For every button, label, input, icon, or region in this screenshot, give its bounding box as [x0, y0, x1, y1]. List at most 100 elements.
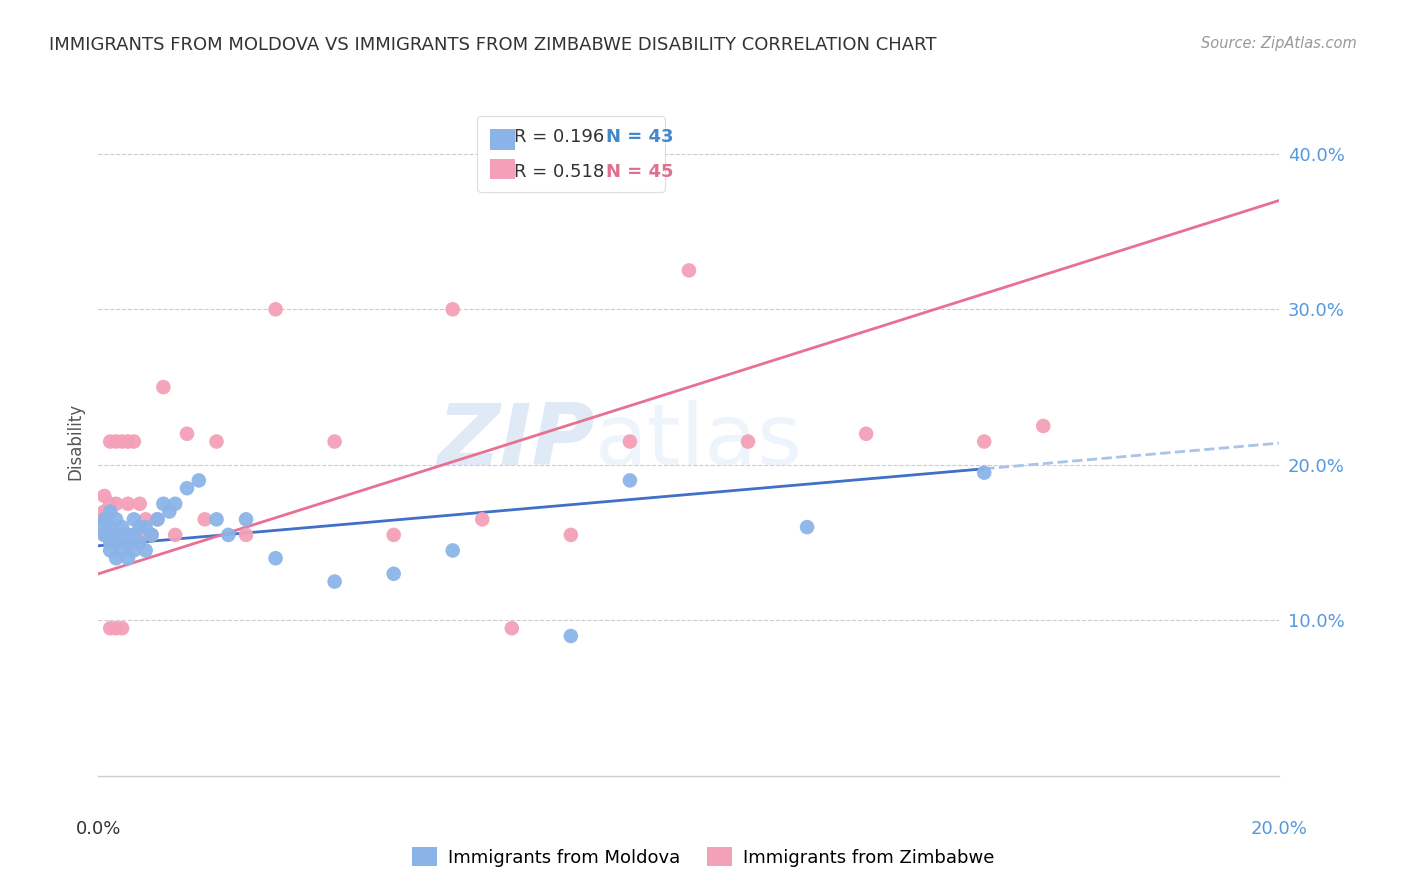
- Point: [187, 474, 209, 488]
- Point: [152, 380, 174, 394]
- Point: [165, 497, 187, 511]
- Point: [105, 528, 128, 542]
- Point: [105, 434, 128, 449]
- Point: [135, 520, 157, 534]
- Text: IMMIGRANTS FROM MOLDOVA VS IMMIGRANTS FROM ZIMBABWE DISABILITY CORRELATION CHART: IMMIGRANTS FROM MOLDOVA VS IMMIGRANTS FR…: [49, 36, 936, 54]
- Point: [146, 512, 169, 526]
- Text: Source: ZipAtlas.com: Source: ZipAtlas.com: [1201, 36, 1357, 51]
- Point: [323, 574, 346, 589]
- Y-axis label: Disability: Disability: [66, 403, 84, 480]
- Point: [105, 621, 128, 635]
- Point: [105, 551, 128, 566]
- Legend: Immigrants from Moldova, Immigrants from Zimbabwe: Immigrants from Moldova, Immigrants from…: [405, 840, 1001, 874]
- Point: [98, 520, 121, 534]
- Point: [98, 520, 121, 534]
- Point: [441, 543, 464, 558]
- Text: N = 45: N = 45: [606, 162, 673, 180]
- Point: [93, 489, 115, 503]
- Point: [176, 426, 198, 441]
- Text: R = 0.196: R = 0.196: [515, 128, 605, 145]
- Point: [560, 629, 582, 643]
- Point: [157, 504, 180, 518]
- Point: [111, 528, 134, 542]
- Point: [441, 302, 464, 317]
- Point: [122, 528, 145, 542]
- Point: [98, 497, 121, 511]
- Point: [135, 543, 157, 558]
- Point: [141, 528, 163, 542]
- Text: ZIP: ZIP: [437, 400, 595, 483]
- Point: [128, 528, 150, 542]
- Point: [117, 535, 139, 549]
- Text: atlas: atlas: [595, 400, 803, 483]
- Point: [93, 504, 115, 518]
- Point: [619, 474, 641, 488]
- Legend:                       ,                       : ,: [477, 116, 665, 192]
- Point: [678, 263, 700, 277]
- Point: [111, 434, 134, 449]
- Point: [796, 520, 818, 534]
- Point: [93, 528, 115, 542]
- Point: [105, 528, 128, 542]
- Point: [737, 434, 759, 449]
- Point: [117, 551, 139, 566]
- Point: [471, 512, 494, 526]
- Point: [105, 535, 128, 549]
- Point: [1032, 419, 1054, 434]
- Point: [122, 528, 145, 542]
- Point: [128, 535, 150, 549]
- Point: [128, 497, 150, 511]
- Point: [135, 512, 157, 526]
- Point: [98, 621, 121, 635]
- Point: [93, 520, 115, 534]
- Point: [235, 512, 257, 526]
- Point: [117, 528, 139, 542]
- Point: [619, 434, 641, 449]
- Point: [111, 621, 134, 635]
- Point: [323, 434, 346, 449]
- Point: [152, 497, 174, 511]
- Point: [194, 512, 217, 526]
- Point: [501, 621, 523, 635]
- Point: [264, 302, 287, 317]
- Point: [122, 512, 145, 526]
- Point: [93, 512, 115, 526]
- Point: [111, 528, 134, 542]
- Point: [98, 543, 121, 558]
- Point: [111, 543, 134, 558]
- Point: [973, 466, 995, 480]
- Point: [264, 551, 287, 566]
- Point: [382, 528, 405, 542]
- Point: [122, 543, 145, 558]
- Point: [117, 434, 139, 449]
- Point: [111, 520, 134, 534]
- Point: [98, 528, 121, 542]
- Point: [105, 497, 128, 511]
- Point: [93, 512, 115, 526]
- Point: [217, 528, 239, 542]
- Point: [205, 434, 228, 449]
- Point: [117, 528, 139, 542]
- Point: [141, 528, 163, 542]
- Point: [973, 434, 995, 449]
- Point: [117, 497, 139, 511]
- Point: [122, 434, 145, 449]
- Text: N = 43: N = 43: [606, 128, 673, 145]
- Text: 0.0%: 0.0%: [76, 820, 121, 838]
- Point: [855, 426, 877, 441]
- Point: [560, 528, 582, 542]
- Point: [128, 520, 150, 534]
- Point: [93, 528, 115, 542]
- Text: R = 0.518: R = 0.518: [515, 162, 605, 180]
- Point: [176, 481, 198, 495]
- Point: [205, 512, 228, 526]
- Point: [382, 566, 405, 581]
- Point: [165, 528, 187, 542]
- Point: [98, 535, 121, 549]
- Point: [105, 512, 128, 526]
- Point: [98, 528, 121, 542]
- Point: [98, 504, 121, 518]
- Text: 20.0%: 20.0%: [1251, 820, 1308, 838]
- Point: [98, 434, 121, 449]
- Point: [146, 512, 169, 526]
